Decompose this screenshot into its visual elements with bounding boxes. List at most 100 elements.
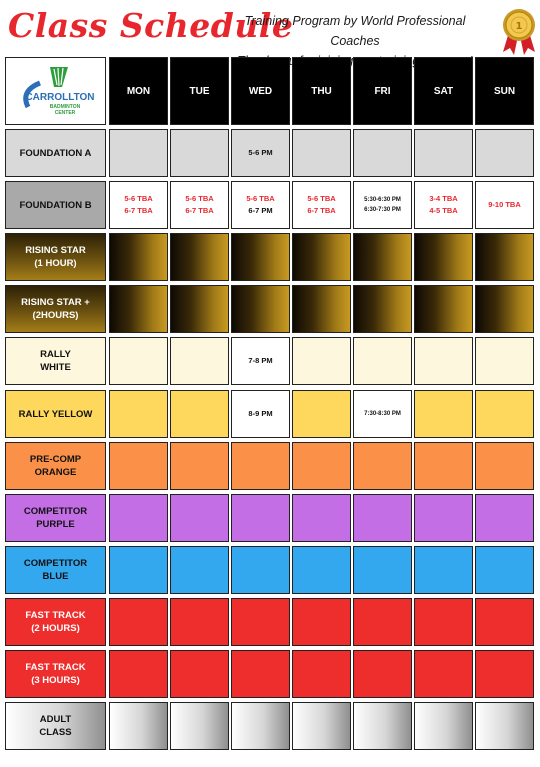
row-label-line: COMPETITOR (23, 506, 88, 517)
time-slot: 6-7 TBA (307, 206, 336, 215)
time-slot: 5-6 TBA (185, 194, 214, 203)
schedule-cell (231, 494, 290, 542)
time-slot: 6-7 TBA (124, 206, 153, 215)
schedule-cell (231, 285, 290, 333)
row-label: RALLY YELLOW (5, 390, 106, 438)
schedule-cell (231, 546, 290, 594)
time-slot: 5-6 TBA (307, 194, 336, 203)
row-label-line: RISING STAR (25, 245, 86, 256)
row-label-line: BLUE (42, 571, 69, 582)
schedule-cell (292, 546, 351, 594)
row-label: RALLY WHITE (5, 337, 106, 385)
row-label-line: CLASS (39, 727, 72, 738)
schedule-cell (109, 390, 168, 438)
schedule-cell (109, 702, 168, 750)
row-label: FAST TRACK (3 HOURS) (5, 650, 106, 698)
schedule-cell[interactable]: 8-9 PM (231, 390, 290, 438)
schedule-cell (231, 702, 290, 750)
row-label: RISING STAR (1 HOUR) (5, 233, 106, 281)
schedule-cell (475, 337, 534, 385)
time-slot: 5-6 PM (248, 148, 273, 157)
svg-text:1: 1 (516, 21, 523, 32)
day-header-mon: MON (109, 57, 168, 125)
time-slot: 5-6 TBA (124, 194, 153, 203)
schedule-cell (292, 129, 351, 177)
schedule-cell (170, 442, 229, 490)
schedule-cell[interactable]: 5-6 TBA 6-7 PM (231, 181, 290, 229)
schedule-cell[interactable]: 5-6 TBA 6-7 TBA (170, 181, 229, 229)
schedule-cell (414, 233, 473, 281)
schedule-cell[interactable]: 5:30-6:30 PM 6:30-7:30 PM (353, 181, 412, 229)
schedule-cell (170, 650, 229, 698)
row-label-line: (3 HOURS) (31, 675, 80, 686)
schedule-cell (475, 546, 534, 594)
day-header-sat: SAT (414, 57, 473, 125)
schedule-cell (170, 233, 229, 281)
schedule-cell (292, 390, 351, 438)
schedule-cell (292, 494, 351, 542)
row-label-line: (2 HOURS) (31, 623, 80, 634)
schedule-cell (414, 129, 473, 177)
schedule-cell (353, 129, 412, 177)
row-label: ADULT CLASS (5, 702, 106, 750)
row-label-line: FOUNDATION B (19, 199, 92, 211)
schedule-cell (109, 129, 168, 177)
schedule-cell (170, 337, 229, 385)
schedule-cell (109, 546, 168, 594)
schedule-cell (170, 598, 229, 646)
schedule-cell (231, 233, 290, 281)
row-label-line: PURPLE (36, 519, 75, 530)
time-slot: 4-5 TBA (429, 206, 458, 215)
logo-line-3: CENTER (54, 110, 75, 116)
schedule-cell (414, 650, 473, 698)
schedule-cell (414, 285, 473, 333)
schedule-cell (109, 442, 168, 490)
day-header-sun: SUN (475, 57, 534, 125)
row-label: COMPETITOR PURPLE (5, 494, 106, 542)
schedule-cell[interactable]: 3-4 TBA 4-5 TBA (414, 181, 473, 229)
schedule-cell (170, 390, 229, 438)
schedule-cell (475, 494, 534, 542)
schedule-cell (475, 650, 534, 698)
schedule-cell[interactable]: 9-10 TBA (475, 181, 534, 229)
time-slot: 7-8 PM (248, 356, 273, 365)
schedule-cell (475, 129, 534, 177)
schedule-cell (353, 546, 412, 594)
schedule-cell (414, 494, 473, 542)
day-header-fri: FRI (353, 57, 412, 125)
row-label: FAST TRACK (2 HOURS) (5, 598, 106, 646)
schedule-cell (414, 598, 473, 646)
row-label-line: (2HOURS) (32, 310, 79, 321)
logo-line-1: CARROLLTON (25, 92, 94, 103)
time-slot: 6:30-7:30 PM (364, 207, 401, 213)
schedule-cell (353, 233, 412, 281)
row-label-line: RALLY (40, 349, 71, 360)
schedule-cell (353, 702, 412, 750)
row-label-line: PRE-COMP (29, 454, 82, 465)
schedule-cell (231, 598, 290, 646)
day-header-thu: THU (292, 57, 351, 125)
schedule-cell (109, 494, 168, 542)
time-slot: 6-7 PM (248, 206, 273, 215)
row-label: FOUNDATION B (5, 181, 106, 229)
schedule-cell (353, 285, 412, 333)
schedule-cell (292, 233, 351, 281)
schedule-cell[interactable]: 7:30-8:30 PM (353, 390, 412, 438)
schedule-cell (231, 650, 290, 698)
schedule-cell (414, 546, 473, 594)
schedule-cell (292, 337, 351, 385)
time-slot: 6-7 TBA (185, 206, 214, 215)
schedule-cell (292, 442, 351, 490)
row-label-line: RALLY YELLOW (18, 408, 93, 420)
schedule-cell[interactable]: 5-6 TBA 6-7 TBA (292, 181, 351, 229)
schedule-cell (353, 650, 412, 698)
row-label-line: WHITE (40, 362, 71, 373)
row-label: RISING STAR + (2HOURS) (5, 285, 106, 333)
logo-line-2: BADMINTON (49, 104, 80, 110)
row-label-line: ADULT (39, 714, 72, 725)
row-label-line: FAST TRACK (25, 662, 86, 673)
schedule-cell[interactable]: 7-8 PM (231, 337, 290, 385)
schedule-cell[interactable]: 5-6 TBA 6-7 TBA (109, 181, 168, 229)
schedule-cell[interactable]: 5-6 PM (231, 129, 290, 177)
